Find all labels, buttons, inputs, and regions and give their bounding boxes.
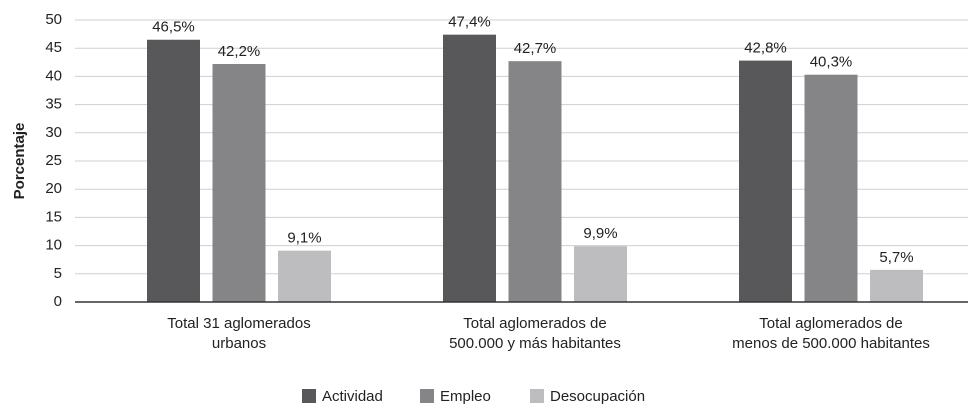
legend-label: Empleo: [440, 388, 491, 405]
x-tick-label: Total aglomerados de 500.000 y más habita…: [449, 315, 621, 352]
y-tick-label: 5: [54, 265, 62, 282]
value-label: 9,9%: [583, 225, 617, 242]
legend-label: Actividad: [322, 388, 383, 405]
y-tick-label: 10: [45, 237, 62, 254]
value-label: 40,3%: [810, 54, 853, 71]
value-label: 47,4%: [448, 14, 491, 31]
bar: [443, 34, 496, 302]
y-axis-label: Porcentaje: [11, 123, 28, 200]
value-label: 42,2%: [218, 43, 261, 60]
bar: [804, 74, 858, 302]
y-tick-label: 50: [45, 11, 62, 28]
bar: [739, 60, 792, 302]
y-tick-label: 40: [45, 67, 62, 84]
bar: [508, 61, 562, 303]
bar: [147, 39, 200, 303]
bar: [212, 63, 266, 302]
x-tick-label: Total 31 aglomerados urbanos: [167, 315, 310, 352]
y-tick-label: 20: [45, 180, 62, 197]
bar: [278, 250, 331, 302]
legend-swatch: [420, 389, 434, 403]
y-tick-label: 0: [54, 293, 62, 310]
y-tick-label: 35: [45, 96, 62, 113]
value-label: 5,7%: [879, 249, 913, 266]
value-label: 42,7%: [514, 40, 557, 57]
y-tick-label: 45: [45, 39, 62, 56]
y-tick-label: 25: [45, 152, 62, 169]
value-label: 46,5%: [152, 19, 195, 36]
x-tick-label: Total aglomerados de menos de 500.000 hab…: [732, 315, 930, 352]
bar: [574, 246, 627, 302]
value-label: 42,8%: [744, 40, 787, 57]
legend-swatch: [302, 389, 316, 403]
bar: [870, 269, 923, 302]
y-tick-label: 15: [45, 208, 62, 225]
legend-label: Desocupación: [550, 388, 645, 405]
value-label: 9,1%: [287, 230, 321, 247]
y-tick-label: 30: [45, 124, 62, 141]
legend-swatch: [530, 389, 544, 403]
